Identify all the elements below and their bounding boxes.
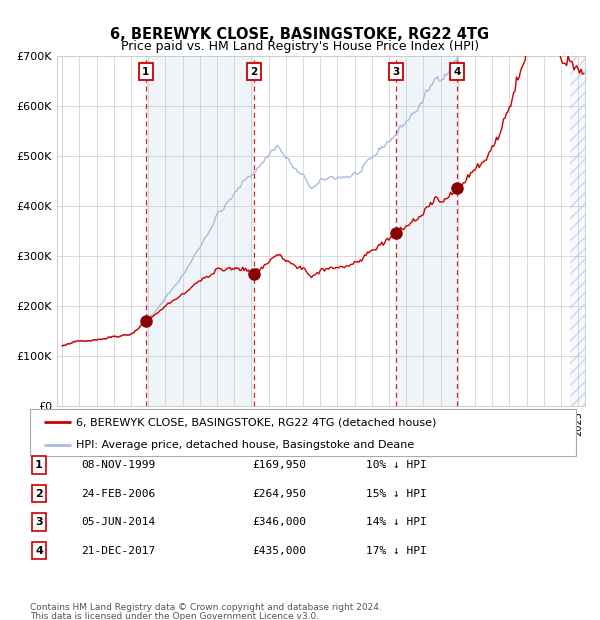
Text: 17% ↓ HPI: 17% ↓ HPI bbox=[366, 546, 427, 556]
Text: 4: 4 bbox=[35, 546, 43, 556]
Text: This data is licensed under the Open Government Licence v3.0.: This data is licensed under the Open Gov… bbox=[30, 612, 319, 620]
Text: 10% ↓ HPI: 10% ↓ HPI bbox=[366, 460, 427, 470]
Text: 21-DEC-2017: 21-DEC-2017 bbox=[81, 546, 155, 556]
Text: £435,000: £435,000 bbox=[252, 546, 306, 556]
Text: 3: 3 bbox=[392, 66, 400, 76]
Bar bbox=[569, 56, 585, 406]
Text: Contains HM Land Registry data © Crown copyright and database right 2024.: Contains HM Land Registry data © Crown c… bbox=[30, 603, 382, 612]
Text: 14% ↓ HPI: 14% ↓ HPI bbox=[366, 517, 427, 527]
Bar bbox=[569, 56, 585, 406]
Text: £169,950: £169,950 bbox=[252, 460, 306, 470]
Bar bbox=[396, 56, 457, 406]
Text: £346,000: £346,000 bbox=[252, 517, 306, 527]
Text: £264,950: £264,950 bbox=[252, 489, 306, 498]
FancyBboxPatch shape bbox=[30, 409, 576, 456]
Text: 4: 4 bbox=[454, 66, 461, 76]
Bar bbox=[146, 56, 254, 406]
Text: 2: 2 bbox=[35, 489, 43, 498]
Text: 1: 1 bbox=[142, 66, 149, 76]
Text: 08-NOV-1999: 08-NOV-1999 bbox=[81, 460, 155, 470]
Text: 05-JUN-2014: 05-JUN-2014 bbox=[81, 517, 155, 527]
Text: 6, BEREWYK CLOSE, BASINGSTOKE, RG22 4TG (detached house): 6, BEREWYK CLOSE, BASINGSTOKE, RG22 4TG … bbox=[76, 417, 437, 427]
Text: Price paid vs. HM Land Registry's House Price Index (HPI): Price paid vs. HM Land Registry's House … bbox=[121, 40, 479, 53]
Text: 24-FEB-2006: 24-FEB-2006 bbox=[81, 489, 155, 498]
Text: 1: 1 bbox=[35, 460, 43, 470]
Text: 3: 3 bbox=[35, 517, 43, 527]
Text: 6, BEREWYK CLOSE, BASINGSTOKE, RG22 4TG: 6, BEREWYK CLOSE, BASINGSTOKE, RG22 4TG bbox=[110, 27, 490, 42]
Text: 2: 2 bbox=[250, 66, 257, 76]
Text: 15% ↓ HPI: 15% ↓ HPI bbox=[366, 489, 427, 498]
Text: HPI: Average price, detached house, Basingstoke and Deane: HPI: Average price, detached house, Basi… bbox=[76, 440, 415, 451]
